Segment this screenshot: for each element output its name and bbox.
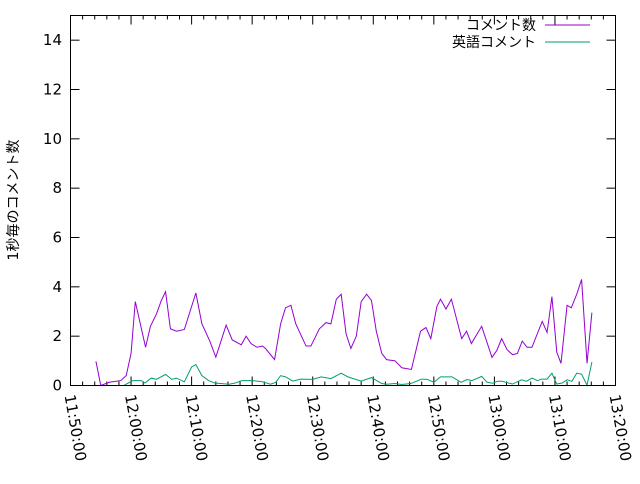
x-tick-label: 11:50:00 [61,393,90,462]
x-tick-label: 13:10:00 [545,393,574,462]
x-tick-label: 12:20:00 [242,393,271,462]
y-tick-label: 12 [43,81,62,99]
y-tick-label: 4 [52,278,62,296]
x-tick-label: 13:00:00 [484,393,513,462]
y-tick-label: 8 [52,179,62,197]
y-tick-label: 0 [52,377,62,395]
x-tick-label: 12:10:00 [182,393,211,462]
x-tick-label: 13:20:00 [606,393,635,462]
plot-border [71,16,616,386]
x-tick-label: 12:00:00 [121,393,150,462]
legend: コメント数 英語コメント [452,18,590,51]
y-axis-label: 1秒毎のコメント数 [6,140,22,261]
y-tick-label: 10 [43,130,62,148]
series-comments [96,279,592,385]
series-line [96,279,592,385]
y-tick-label: 6 [52,229,62,247]
legend-label-comments: コメント数 [466,18,536,34]
x-tick-label: 12:50:00 [424,393,453,462]
y-tick-label: 2 [52,327,62,345]
legend-label-english-comments: 英語コメント [452,34,536,51]
x-tick-label: 12:40:00 [363,393,392,462]
x-tick-label: 12:30:00 [303,393,332,462]
y-tick-label: 14 [43,31,62,49]
